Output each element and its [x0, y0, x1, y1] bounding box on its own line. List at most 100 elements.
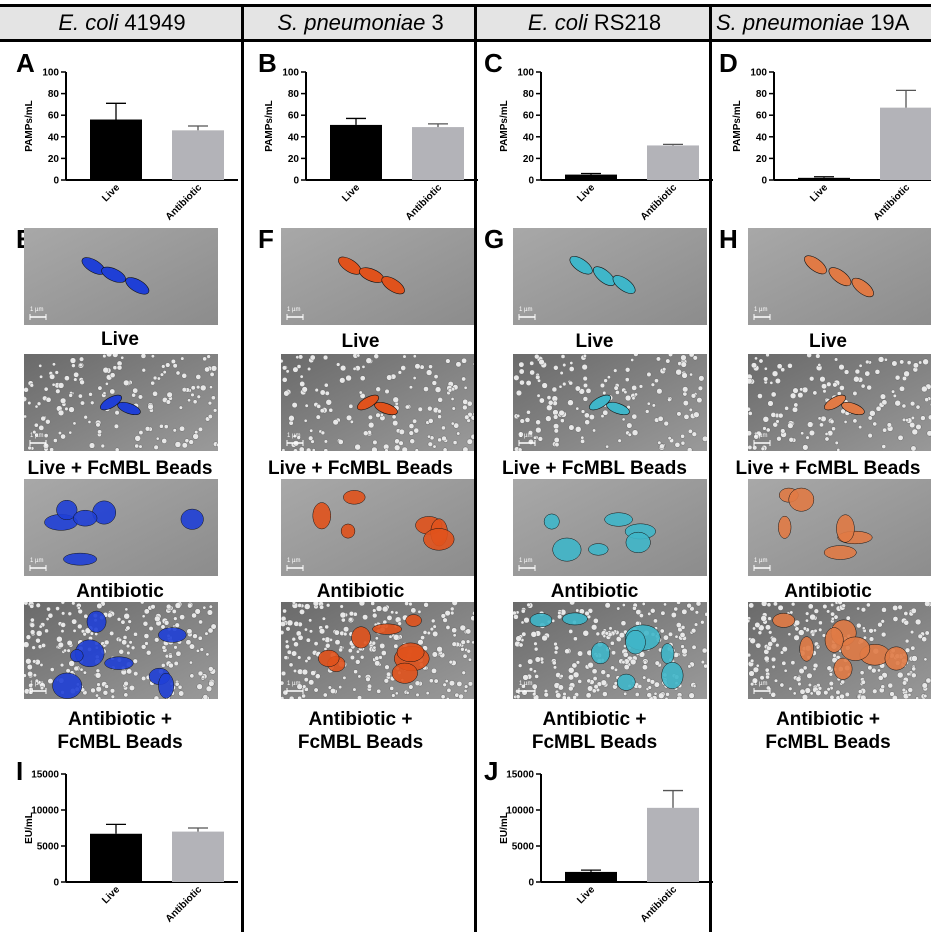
bead	[704, 612, 707, 617]
bead	[667, 397, 672, 402]
bead	[458, 693, 464, 699]
bead	[774, 378, 781, 384]
bead	[114, 410, 120, 416]
bead	[404, 602, 409, 606]
bead	[129, 685, 135, 691]
bead	[534, 656, 541, 663]
bead	[57, 382, 65, 389]
bead	[802, 626, 807, 631]
caption-antibiotic: Antibiotic	[784, 581, 872, 602]
bead	[532, 692, 537, 697]
bead	[591, 624, 598, 631]
bead	[390, 610, 395, 615]
bead	[627, 432, 632, 437]
bead	[915, 696, 920, 699]
bead	[634, 692, 640, 697]
bead	[921, 385, 928, 393]
bead	[291, 637, 296, 642]
bead	[894, 399, 901, 407]
bead	[113, 423, 119, 429]
bead	[367, 683, 373, 689]
bead	[867, 433, 873, 439]
bead	[25, 658, 32, 665]
bead	[615, 636, 622, 642]
bead	[552, 409, 559, 416]
bead	[401, 446, 408, 451]
bead	[96, 682, 101, 687]
bead	[204, 366, 210, 373]
bead	[634, 392, 638, 397]
bead	[653, 691, 658, 696]
micrograph-antibiotic: 1 µm	[513, 479, 707, 576]
bead	[427, 441, 433, 447]
bead	[45, 617, 50, 621]
bead	[332, 419, 339, 426]
bead	[144, 426, 151, 432]
bead	[852, 418, 858, 424]
bead	[339, 377, 346, 384]
bead	[386, 671, 392, 677]
bead	[767, 616, 772, 621]
bead	[688, 354, 695, 358]
bead	[68, 406, 75, 413]
bead	[680, 354, 687, 361]
bead	[874, 369, 881, 375]
y-tick-label: 80	[756, 89, 768, 100]
bead	[451, 627, 458, 634]
bead	[695, 602, 702, 607]
bead	[826, 665, 832, 671]
bead	[299, 374, 304, 379]
bead	[125, 625, 131, 631]
bead	[429, 626, 435, 632]
bar-live	[90, 833, 142, 882]
bead	[910, 630, 915, 635]
bead	[97, 385, 103, 391]
bead	[345, 374, 352, 382]
bead	[211, 395, 216, 401]
bead	[291, 402, 298, 409]
bead	[877, 668, 881, 673]
bead	[551, 660, 557, 666]
bacterium	[851, 277, 874, 298]
micrograph-live: 1 µm	[748, 228, 931, 325]
bead	[760, 615, 767, 622]
bead	[749, 637, 756, 644]
bead	[73, 371, 79, 378]
column-1: E. coli 41949 A 0 20 40 60 80 100 PAMPs/mL Live…	[0, 4, 244, 932]
bead	[313, 687, 319, 693]
bead	[582, 630, 589, 637]
bacterium	[804, 255, 827, 275]
bead	[692, 684, 697, 688]
bead	[633, 354, 639, 357]
bead	[758, 358, 764, 364]
bead	[109, 630, 115, 636]
bead	[375, 605, 383, 612]
bead	[374, 636, 379, 641]
bead	[174, 602, 182, 609]
bead	[584, 419, 590, 426]
bead	[770, 656, 777, 663]
bead	[772, 422, 778, 428]
bead	[815, 645, 820, 650]
bead	[852, 391, 858, 396]
scale-bar-label: 1 µm	[30, 307, 43, 313]
bead	[297, 695, 302, 699]
bead	[163, 620, 170, 626]
bead	[126, 650, 131, 656]
bead	[604, 631, 610, 636]
bead	[638, 384, 644, 389]
bead	[95, 422, 101, 428]
bead	[580, 409, 586, 414]
bead	[297, 634, 304, 641]
bead	[762, 416, 770, 423]
bacterium-debris	[590, 642, 611, 665]
bead	[694, 622, 699, 627]
bead	[812, 667, 817, 671]
scale-bar-label: 1 µm	[287, 433, 300, 439]
micrograph-canvas: 1 µm	[513, 228, 707, 325]
bead	[200, 384, 207, 392]
bead	[818, 620, 823, 626]
bead	[631, 385, 638, 391]
bead	[860, 694, 867, 699]
bead	[897, 434, 904, 441]
